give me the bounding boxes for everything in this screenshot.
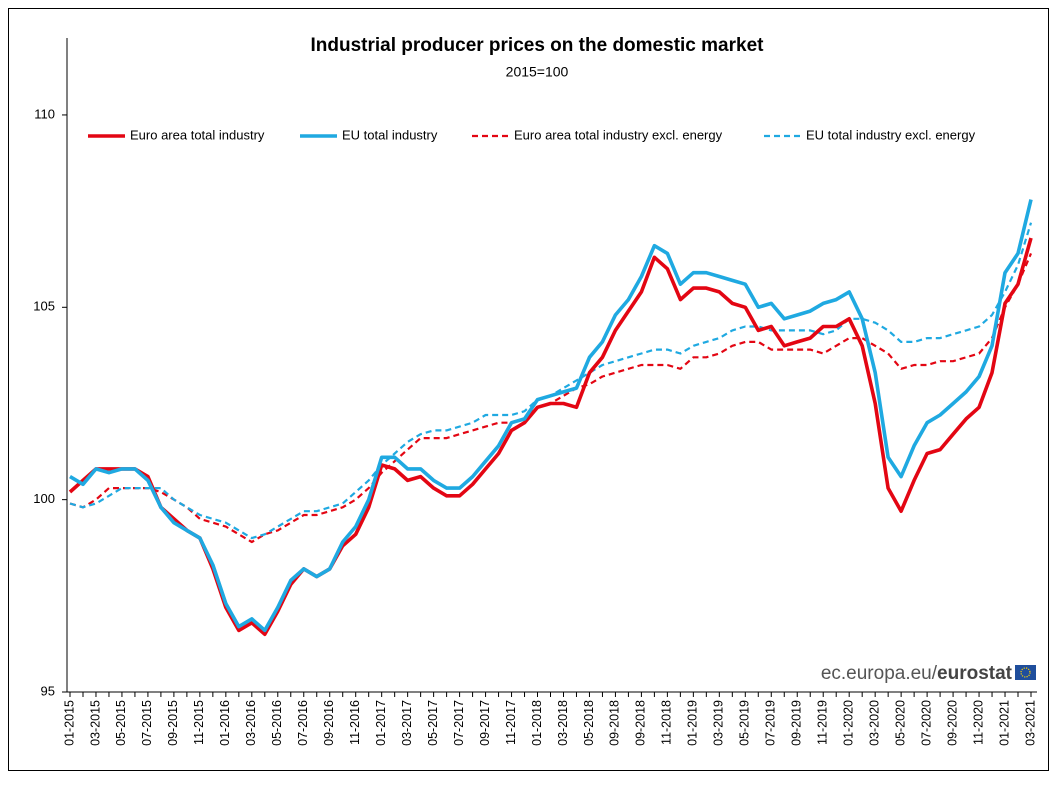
x-tick-label: 11-2016 (348, 700, 362, 745)
x-tick-label: 03-2017 (400, 700, 414, 746)
legend-label: EU total industry excl. energy (806, 127, 976, 142)
source: ec.europa.eu/eurostat (821, 663, 1013, 684)
x-tick-label: 11-2018 (660, 700, 674, 745)
chart-title: Industrial producer prices on the domest… (311, 35, 765, 56)
x-tick-label: 01-2020 (841, 700, 855, 746)
x-tick-label: 05-2016 (270, 700, 284, 746)
x-tick-label: 05-2020 (893, 700, 907, 746)
x-tick-label: 01-2015 (62, 700, 76, 746)
x-tick-label: 05-2019 (738, 700, 752, 746)
x-tick-label: 03-2020 (867, 700, 881, 746)
legend-item: EU total industry excl. energy (764, 127, 976, 142)
x-tick-label: 09-2018 (608, 700, 622, 746)
legend-label: Euro area total industry excl. energy (514, 127, 723, 142)
x-tick-label: 07-2020 (919, 700, 933, 746)
x-tick-label: 11-2019 (816, 700, 830, 745)
x-tick-label: 03-2015 (88, 700, 102, 746)
y-tick-label: 105 (33, 299, 55, 314)
x-tick-label: 03-2018 (556, 700, 570, 746)
x-tick-label: 01-2019 (686, 700, 700, 746)
x-tick-label: 09-2018 (634, 700, 648, 746)
x-tick-label: 11-2020 (971, 700, 985, 745)
x-tick-label: 07-2015 (140, 700, 154, 746)
x-tick-label: 09-2019 (790, 700, 804, 746)
x-tick-label: 09-2020 (945, 700, 959, 746)
source-prefix: ec.europa.eu/ (821, 663, 938, 684)
x-tick-label: 09-2015 (166, 700, 180, 746)
legend-item: Euro area total industry excl. energy (472, 127, 723, 142)
x-tick-label: 09-2017 (478, 700, 492, 746)
y-tick-label: 110 (34, 106, 55, 121)
chart-frame (8, 8, 1049, 771)
x-tick-label: 01-2021 (997, 700, 1011, 746)
legend-label: EU total industry (342, 127, 438, 142)
series-line (69, 199, 1033, 633)
x-tick-label: 05-2017 (426, 700, 440, 746)
legend-item: EU total industry (300, 127, 438, 142)
x-tick-label: 07-2016 (296, 700, 310, 746)
x-tick-label: 05-2015 (114, 700, 128, 746)
x-tick-label: 01-2018 (530, 700, 544, 746)
y-tick-label: 95 (41, 683, 55, 698)
legend-item: Euro area total industry (88, 127, 265, 142)
x-tick-label: 01-2017 (374, 700, 388, 746)
x-tick-label: 09-2016 (322, 700, 336, 746)
source-brand: eurostat (937, 663, 1013, 684)
x-tick-label: 11-2015 (192, 700, 206, 745)
eu-flag (1015, 665, 1036, 680)
x-tick-label: 03-2019 (712, 700, 726, 746)
x-tick-label: 05-2018 (582, 700, 596, 746)
x-tick-label: 07-2019 (764, 700, 778, 746)
y-tick-label: 100 (33, 491, 55, 506)
x-tick-label: 03-2021 (1023, 700, 1037, 746)
legend-label: Euro area total industry (130, 127, 265, 142)
series-line (68, 237, 1033, 637)
x-tick-label: 11-2017 (504, 700, 518, 745)
x-tick-label: 07-2017 (452, 700, 466, 746)
x-tick-label: 03-2016 (244, 700, 258, 746)
chart-subtitle: 2015=100 (506, 64, 569, 80)
x-tick-label: 01-2016 (218, 700, 232, 746)
